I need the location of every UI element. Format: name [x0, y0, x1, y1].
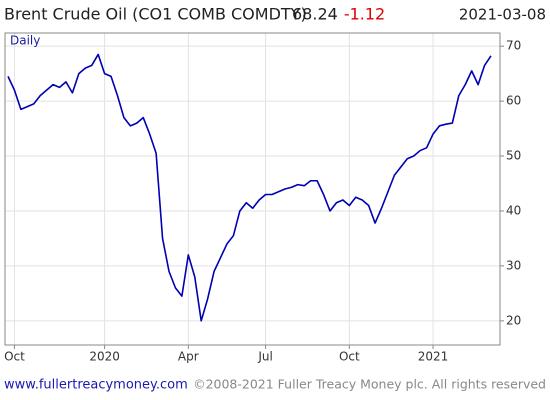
x-tick-label: 2020: [89, 350, 120, 364]
y-tick-label: 30: [506, 258, 521, 272]
x-tick-label: Apr: [178, 350, 199, 364]
x-tick-label: Oct: [339, 350, 360, 364]
frequency-label: Daily: [10, 34, 40, 48]
y-tick-label: 60: [506, 94, 521, 108]
footer-copyright: ©2008-2021 Fuller Treacy Money plc. All …: [193, 377, 546, 392]
price-line: [7, 53, 492, 322]
x-tick-label: Oct: [4, 350, 25, 364]
date: 2021-03-08: [459, 6, 546, 24]
y-tick-label: 40: [506, 203, 521, 217]
last-price: 68.24: [292, 5, 338, 24]
footer-url[interactable]: www.fullertreacymoney.com: [4, 378, 188, 393]
x-tick-label: Jul: [257, 350, 272, 364]
x-tick-label: 2021: [418, 350, 449, 364]
price-change: -1.12: [344, 5, 385, 24]
y-tick-label: 20: [506, 313, 521, 327]
y-tick-label: 50: [506, 149, 521, 163]
chart-title: Brent Crude Oil (CO1 COMB COMDTY): [4, 5, 307, 24]
y-tick-label: 70: [506, 39, 521, 53]
plot-frame: [4, 32, 501, 346]
